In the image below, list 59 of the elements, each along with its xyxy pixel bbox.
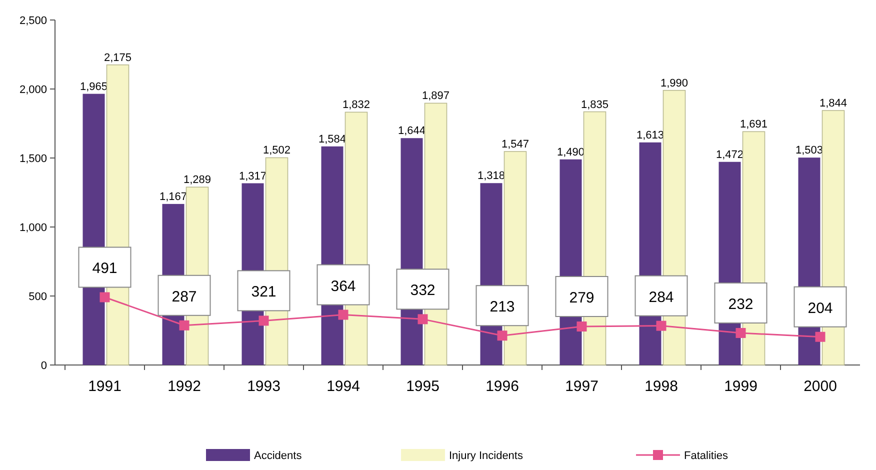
data-label: 1,844 (819, 98, 848, 110)
data-label: 287 (172, 288, 197, 306)
data-label: 284 (648, 288, 674, 306)
data-label: 332 (410, 282, 436, 300)
y-tick-label: 2,000 (19, 84, 47, 96)
x-tick-label: 1993 (247, 378, 280, 395)
data-label: 232 (728, 296, 754, 313)
data-label: 1,584 (318, 133, 346, 146)
y-tick-label: 0 (40, 360, 47, 372)
data-label: 1,990 (660, 77, 688, 90)
data-label: 1,317 (238, 170, 267, 182)
legend-label: Fatalities (684, 450, 729, 462)
point (258, 316, 269, 326)
point (815, 332, 826, 342)
point (497, 330, 508, 341)
x-tick-label: 1995 (406, 378, 440, 395)
point (179, 320, 190, 330)
legend-label: Injury Incidents (449, 450, 524, 462)
data-label: 213 (490, 298, 515, 316)
y-tick-label: 2,500 (19, 15, 47, 27)
data-label: 1,644 (398, 125, 426, 138)
data-label: 321 (251, 284, 276, 301)
data-label: 1,490 (556, 146, 585, 158)
data-label: 1,503 (795, 144, 824, 157)
y-tick-label: 500 (28, 291, 47, 303)
data-label: 364 (330, 278, 356, 295)
x-tick-label: 1999 (724, 378, 758, 395)
data-label: 1,502 (262, 144, 291, 157)
data-label: 1,691 (740, 118, 768, 131)
x-tick-label: 1997 (565, 378, 598, 395)
data-label: 1,897 (422, 90, 450, 102)
x-tick-label: 1998 (644, 378, 678, 395)
point (338, 310, 348, 320)
point (656, 320, 666, 331)
x-tick-label: 2000 (804, 378, 837, 395)
legend-label: Accidents (254, 450, 302, 462)
data-label: 1,835 (580, 98, 609, 111)
data-label: 279 (569, 290, 594, 306)
data-label: 1,289 (183, 174, 212, 186)
data-label: 1,318 (477, 170, 506, 182)
data-label: 1,832 (342, 99, 370, 112)
data-label: 1,472 (716, 148, 744, 161)
point (418, 314, 428, 324)
y-tick-label: 1,000 (19, 222, 47, 234)
x-tick-label: 1994 (326, 378, 360, 395)
point (100, 292, 110, 302)
x-tick-label: 1996 (486, 378, 519, 395)
x-tick-label: 1992 (168, 378, 201, 395)
data-label: 1,613 (636, 129, 664, 142)
y-tick-label: 1,500 (19, 153, 47, 165)
data-label: 2,175 (104, 52, 132, 64)
data-label: 204 (808, 300, 833, 317)
data-label: 491 (92, 260, 118, 278)
point (736, 328, 746, 338)
point (576, 322, 587, 332)
x-tick-label: 1991 (88, 378, 122, 395)
data-label: 1,167 (159, 190, 188, 203)
data-label: 1,965 (80, 80, 108, 93)
data-label: 1,547 (501, 138, 530, 151)
